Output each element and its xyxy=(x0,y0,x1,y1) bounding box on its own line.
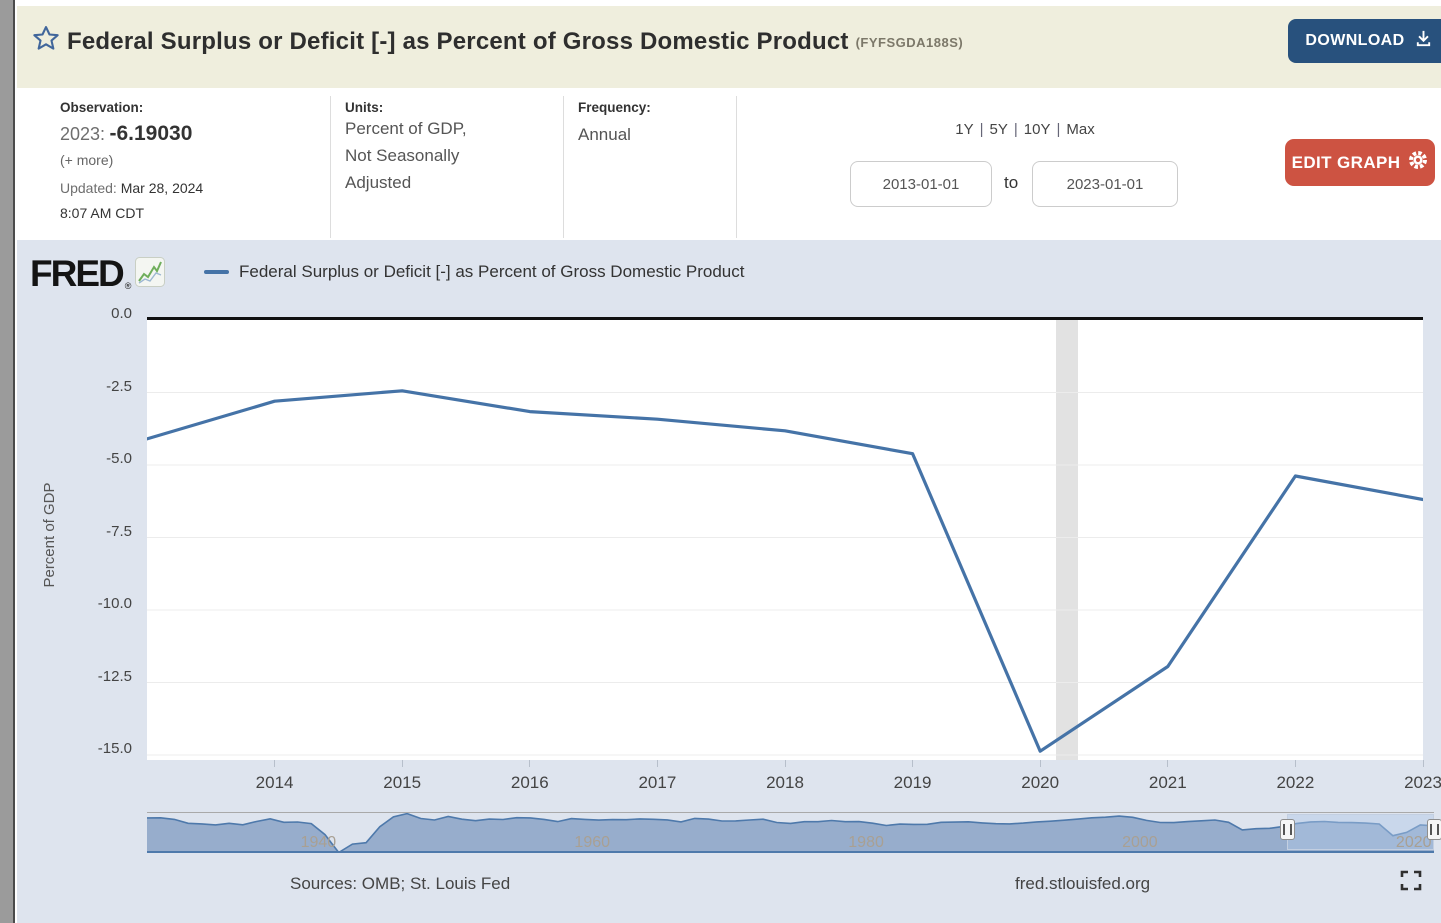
page-title: Federal Surplus or Deficit [-] as Percen… xyxy=(67,28,964,55)
range-link-10y[interactable]: 10Y xyxy=(1023,121,1051,138)
observation-date: 2023: xyxy=(60,124,106,144)
y-tick-label: -10.0 xyxy=(97,595,132,612)
x-tick-label: 2021 xyxy=(1148,773,1187,792)
graph-panel: FRED ® Federal Surplus or Deficit [-] as… xyxy=(17,240,1441,923)
y-tick-label: -2.5 xyxy=(106,377,132,395)
range-link-1y[interactable]: 1Y xyxy=(955,121,974,138)
series-id: (FYFSGDA188S) xyxy=(855,35,964,50)
legend-line-swatch xyxy=(204,270,229,274)
range-selection-window[interactable] xyxy=(1287,814,1434,850)
mini-year-label: 2000 xyxy=(1122,834,1158,851)
x-axis-tick xyxy=(529,760,531,767)
range-shortcut-links: 1Y | 5Y | 10Y | Max xyxy=(860,121,1190,138)
fred-wordmark: FRED xyxy=(30,253,125,294)
range-link-separator: | xyxy=(979,121,984,138)
date-range-to-label: to xyxy=(1004,173,1019,192)
x-tick-label: 2018 xyxy=(766,773,804,792)
x-tick-label: 2022 xyxy=(1276,773,1315,792)
x-tick-label: 2023 xyxy=(1404,773,1441,792)
range-handle-right[interactable] xyxy=(1426,819,1441,840)
x-axis-tick xyxy=(1422,760,1424,767)
x-axis-tick xyxy=(1039,760,1041,767)
favorite-star-button[interactable] xyxy=(30,23,62,55)
series-header: Federal Surplus or Deficit [-] as Percen… xyxy=(17,6,1441,88)
units-value-line1: Percent of GDP, xyxy=(345,119,467,138)
observation-block: Observation: 2023: -6.19030 (+ more) Upd… xyxy=(60,100,330,221)
y-tick-label: -7.5 xyxy=(106,522,132,540)
y-tick-label: -12.5 xyxy=(97,667,132,685)
series-meta-bar: Observation: 2023: -6.19030 (+ more) Upd… xyxy=(17,88,1441,240)
frequency-label: Frequency: xyxy=(578,100,651,115)
top-spacer xyxy=(17,0,1441,6)
updated-time: 8:07 AM CDT xyxy=(60,205,145,221)
x-axis-tick xyxy=(1294,760,1296,767)
sources-text: Sources: OMB; St. Louis Fed xyxy=(290,874,511,893)
legend-label: Federal Surplus or Deficit [-] as Percen… xyxy=(239,262,745,281)
mini-year-label: 1960 xyxy=(574,834,611,851)
x-axis-tick xyxy=(401,760,403,767)
frequency-block: Frequency: Annual xyxy=(578,100,728,148)
registered-mark: ® xyxy=(124,281,132,291)
x-tick-label: 2020 xyxy=(1021,773,1060,792)
start-date-input[interactable] xyxy=(850,161,992,207)
range-selector[interactable]: 1940 1960 1980 2000 2020 xyxy=(147,812,1441,853)
range-link-5y[interactable]: 5Y xyxy=(989,121,1008,138)
x-axis-tick xyxy=(784,760,786,767)
recession-band xyxy=(1056,320,1078,760)
observation-label: Observation: xyxy=(60,100,144,115)
x-tick-label: 2016 xyxy=(510,773,549,792)
range-link-separator: | xyxy=(1013,121,1018,138)
units-value-line2: Not Seasonally xyxy=(345,146,460,165)
plot-area[interactable] xyxy=(147,317,1423,760)
x-axis-tick xyxy=(912,760,914,767)
x-tick-label: 2015 xyxy=(383,773,422,792)
x-axis-tick xyxy=(656,760,658,767)
observation-value: -6.19030 xyxy=(109,122,193,145)
x-axis-tick xyxy=(1167,760,1169,767)
range-handle-left[interactable] xyxy=(1279,819,1295,840)
mini-year-label: 2020 xyxy=(1395,834,1432,851)
edit-graph-button-label: EDIT GRAPH xyxy=(1291,152,1401,172)
x-tick-label: 2019 xyxy=(893,773,932,792)
units-label: Units: xyxy=(345,100,384,115)
x-tick-label: 2014 xyxy=(255,773,294,792)
site-url: fred.stlouisfed.org xyxy=(1015,874,1151,893)
end-date-input[interactable] xyxy=(1032,161,1178,207)
updated-label: Updated: xyxy=(60,180,117,196)
range-link-separator: | xyxy=(1056,121,1061,138)
range-selector-area-chart xyxy=(147,813,1434,853)
x-axis-tick xyxy=(274,760,276,767)
download-icon xyxy=(1414,29,1433,53)
y-axis-title: Percent of GDP xyxy=(41,482,58,588)
gear-icon xyxy=(1408,150,1428,175)
fullscreen-icon xyxy=(1400,870,1422,894)
edit-graph-button[interactable]: EDIT GRAPH xyxy=(1285,139,1435,186)
x-tick-label: 2017 xyxy=(638,773,677,792)
fred-chart-icon xyxy=(135,256,166,292)
download-button[interactable]: DOWNLOAD xyxy=(1288,19,1441,63)
download-button-label: DOWNLOAD xyxy=(1305,32,1405,49)
star-icon xyxy=(32,25,60,55)
column-divider xyxy=(330,96,331,238)
frequency-value: Annual xyxy=(578,125,631,144)
fred-logo[interactable]: FRED ® xyxy=(30,253,166,295)
column-divider xyxy=(736,96,737,238)
units-block: Units: Percent of GDP, Not Seasonally Ad… xyxy=(345,100,550,196)
fullscreen-button[interactable] xyxy=(1398,869,1424,895)
chart-legend: Federal Surplus or Deficit [-] as Percen… xyxy=(204,262,744,282)
mini-year-label: 1940 xyxy=(300,834,337,851)
units-value-line3: Adjusted xyxy=(345,173,412,192)
range-link-max[interactable]: Max xyxy=(1066,121,1095,138)
y-tick-label: 0.0 xyxy=(111,305,132,322)
updated-date: Mar 28, 2024 xyxy=(120,180,204,196)
column-divider xyxy=(563,96,564,238)
mini-year-label: 1980 xyxy=(848,834,884,851)
window-edge-strip xyxy=(0,0,15,923)
more-observations-link[interactable]: (+ more) xyxy=(60,152,114,168)
series-line-chart xyxy=(147,389,1423,756)
y-tick-label: -15.0 xyxy=(97,740,132,757)
y-tick-label: -5.0 xyxy=(106,450,132,467)
